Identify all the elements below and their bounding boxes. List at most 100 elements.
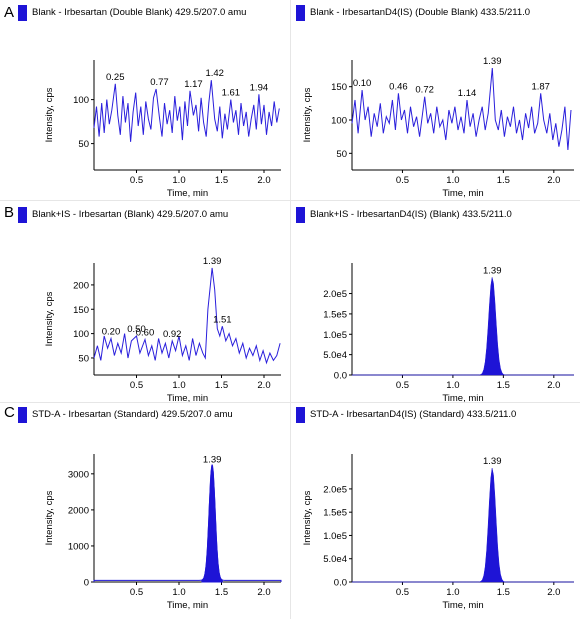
panel-letter-b: B [4,204,15,221]
panel-letter-a: A [4,4,15,21]
x-axis-label: Time, min [167,188,208,199]
x-tick-label: 1.5 [497,175,510,186]
x-tick-label: 1.0 [172,175,185,186]
legend-swatch [18,407,27,423]
peak-label: 1.39 [203,455,222,466]
legend-swatch [18,207,27,223]
x-tick-label: 1.5 [215,175,228,186]
peak-label: 0.25 [106,72,125,83]
x-tick-label: 2.0 [257,380,270,391]
y-axis-label: Intensity, cps [302,87,313,142]
x-tick-label: 0.5 [130,175,143,186]
y-tick-label: 150 [331,82,347,93]
y-axis-label: Intensity, cps [44,490,55,545]
x-axis-label: Time, min [442,188,483,199]
column-divider [290,0,291,619]
x-tick-label: 1.5 [497,587,510,598]
row-divider [0,200,580,201]
x-axis-label: Time, min [167,393,208,402]
chart-c-irbesartan: 0.5 1.0 1.5 2.0 0 1000 2000 3000 Time, min Intens… [44,454,282,611]
y-tick-label: 50 [78,353,89,364]
peak-label: 1.39 [483,56,502,67]
x-tick-label: 1.5 [215,587,228,598]
x-tick-label: 2.0 [547,380,560,391]
y-tick-label: 1.5e5 [323,508,347,519]
y-tick-label: 5.0e4 [323,554,347,565]
chart-title: Blank - Irbesartan (Double Blank) 429.5/… [32,7,247,18]
x-tick-label: 2.0 [257,587,270,598]
chart-title: STD-A - Irbesartan (Standard) 429.5/207.… [32,409,233,420]
peak-label: 0.20 [102,326,121,337]
chromatogram-trace [93,80,280,142]
panel-letter-c: C [4,404,15,421]
legend-swatch [296,407,305,423]
peak-label: 0.46 [389,81,408,92]
peak-label: 1.61 [222,88,241,99]
peak-label: 1.87 [531,81,550,92]
y-axis-label: Intensity, cps [44,87,55,142]
chart-a-irbesartan: 0.5 1.0 1.5 2.0 50 100 Time, min Intensity, cps… [44,60,281,199]
x-tick-label: 1.0 [446,587,459,598]
y-axis-label: Intensity, cps [302,490,313,545]
peak-label: 1.39 [483,265,502,276]
x-axis-label: Time, min [442,600,483,611]
y-tick-label: 200 [73,280,89,291]
peak-area [352,277,574,376]
row-divider [0,402,580,403]
y-tick-label: 100 [331,116,347,127]
peak-label: 1.39 [203,256,222,267]
y-tick-label: 1.0e5 [323,531,347,542]
x-tick-label: 1.0 [446,175,459,186]
chart-title: Blank - IrbesartanD4(IS) (Double Blank) … [310,7,531,18]
y-tick-label: 100 [73,95,89,106]
x-tick-label: 0.5 [396,175,409,186]
chart-b-irbesartan-d4: 0.5 1.0 1.5 2.0 0.0 5.0e4 1.0e5 1.5e5 2.0e5 Time,… [323,263,574,402]
x-tick-label: 1.5 [497,380,510,391]
y-tick-label: 2000 [68,505,89,516]
x-tick-label: 1.0 [446,380,459,391]
peak-label: 1.51 [213,314,232,325]
peak-label: 0.60 [136,327,155,338]
peak-area [201,463,223,583]
peak-label: 1.42 [205,68,224,79]
peak-label: 1.94 [250,82,269,93]
peak-label: 1.39 [483,456,502,467]
y-tick-label: 1.5e5 [323,309,347,320]
y-tick-label: 1.0e5 [323,330,347,341]
x-tick-label: 2.0 [547,175,560,186]
peak-label: 0.92 [163,329,182,340]
x-tick-label: 0.5 [396,587,409,598]
y-tick-label: 0.0 [334,371,347,382]
chart-a-irbesartan-d4: 0.5 1.0 1.5 2.0 50 100 150 Time, min Intensity, … [302,56,574,199]
chart-title: Blank+IS - Irbesartan (Blank) 429.5/207.… [32,209,229,220]
x-tick-label: 1.0 [172,380,185,391]
chromatogram-trace [93,267,281,365]
y-tick-label: 2.0e5 [323,484,347,495]
peak-label: 0.10 [353,78,372,89]
y-tick-label: 1000 [68,541,89,552]
x-tick-label: 0.5 [130,587,143,598]
x-axis-label: Time, min [167,600,208,611]
x-tick-label: 2.0 [547,587,560,598]
legend-swatch [296,5,305,21]
y-tick-label: 3000 [68,469,89,480]
y-tick-label: 50 [78,139,89,150]
chart-title: STD-A - IrbesartanD4(IS) (Standard) 433.… [310,409,517,420]
peak-label: 0.72 [415,85,434,96]
x-tick-label: 0.5 [130,380,143,391]
x-tick-label: 1.0 [172,587,185,598]
y-tick-label: 0 [84,578,89,589]
x-tick-label: 1.5 [215,380,228,391]
y-tick-label: 2.0e5 [323,289,347,300]
chart-b-irbesartan: 0.5 1.0 1.5 2.0 50 100 150 200 Time, min Intensit… [44,256,281,402]
chart-title: Blank+IS - IrbesartanD4(IS) (Blank) 433.… [310,209,512,220]
chart-c-irbesartan-d4: 0.5 1.0 1.5 2.0 0.0 5.0e4 1.0e5 1.5e5 2.0e5 Time,… [302,454,574,611]
y-tick-label: 150 [73,305,89,316]
peak-area [352,467,574,583]
y-tick-label: 5.0e4 [323,350,347,361]
legend-swatch [18,5,27,21]
peak-label: 0.50 [127,324,146,335]
y-tick-label: 50 [336,149,347,160]
peak-label: 0.77 [150,77,169,88]
